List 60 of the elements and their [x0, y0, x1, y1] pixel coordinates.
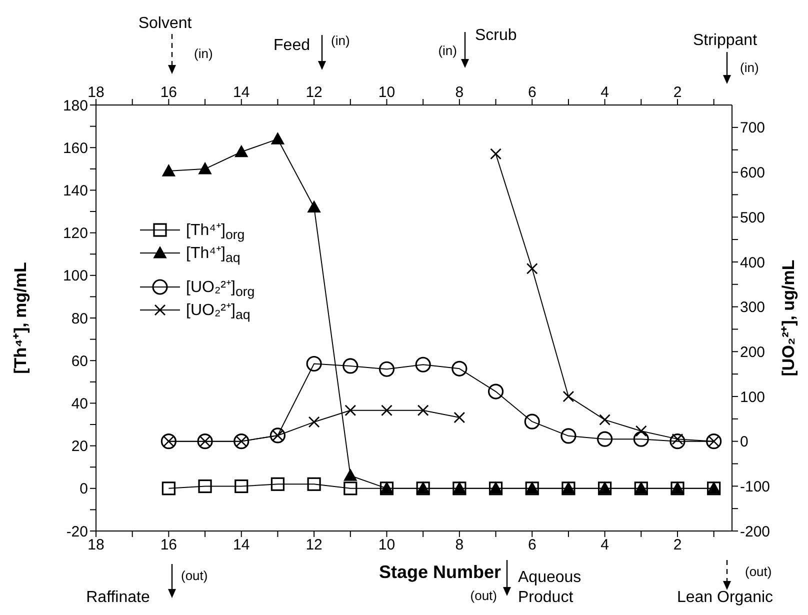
text: Solvent — [138, 15, 192, 32]
y2-tick-label: 400 — [740, 254, 766, 272]
x2-tick-label: 12 — [306, 536, 322, 554]
text: (out) — [745, 564, 772, 579]
y-tick-label: 0 — [80, 480, 88, 498]
text: (in) — [194, 46, 213, 61]
y2-tick-label: 300 — [740, 299, 766, 316]
legend-label: [Th⁴⁺]$_{org}$ — [186, 220, 245, 242]
y2-tick-label: -200 — [740, 523, 770, 540]
text: Feed — [274, 37, 310, 54]
text: Raffinate — [86, 589, 150, 606]
x-tick-label: 10 — [378, 84, 396, 101]
x2-tick-label: 14 — [233, 536, 250, 554]
text: (out) — [181, 568, 208, 583]
text: (in) — [740, 60, 759, 75]
text: (in) — [331, 33, 350, 48]
y-tick-label: 180 — [62, 97, 88, 114]
text: (out) — [470, 588, 497, 603]
y2-tick-label: -100 — [740, 478, 770, 496]
x2-tick-label: 18 — [88, 536, 104, 554]
y-tick-label: 140 — [62, 182, 88, 200]
text: Aqueous Product — [518, 569, 582, 606]
text: (in) — [438, 43, 457, 58]
y-tick-label: 120 — [62, 225, 88, 242]
y-tick-label: 160 — [62, 140, 88, 157]
x-tick-label: 8 — [455, 84, 464, 101]
legend-label: [UO₂²⁺]$_{aq}$ — [186, 300, 250, 322]
y-tick-label: 100 — [62, 268, 88, 285]
x2-tick-label: 6 — [528, 536, 536, 554]
y-tick-label: 20 — [71, 438, 88, 456]
y2-tick-label: 0 — [740, 434, 748, 451]
y2-tick-label: 500 — [740, 209, 766, 226]
x2-tick-label: 16 — [160, 536, 178, 554]
legend-label: [Th⁴⁺]$_{aq}$ — [186, 244, 240, 266]
legend-label: [UO₂²⁺]$_{org}$ — [186, 278, 255, 300]
x2-tick-label: 4 — [600, 536, 609, 554]
x-tick-label: 2 — [673, 84, 682, 101]
text: Lean Organic — [676, 589, 774, 606]
x2-tick-label: 8 — [455, 536, 464, 554]
x-tick-label: 4 — [600, 84, 609, 101]
x-axis-title: Stage Number — [378, 562, 502, 582]
y-tick-label: 40 — [71, 396, 88, 413]
x-tick-label: 16 — [160, 84, 178, 101]
y-axis-title: [Th⁴⁺], mg/mL — [11, 262, 30, 374]
y2-tick-label: 600 — [740, 164, 766, 182]
y-tick-label: 60 — [71, 352, 88, 370]
x-tick-label: 14 — [233, 84, 250, 101]
y-tick-label: 80 — [71, 310, 88, 328]
text: Strippant — [692, 32, 758, 49]
x2-tick-label: 2 — [673, 536, 682, 554]
y2-axis-title: [UO₂²⁺], ug/mL — [779, 260, 798, 376]
y2-tick-label: 700 — [740, 120, 766, 137]
text: Scrub — [475, 27, 517, 44]
y2-tick-label: 200 — [740, 344, 766, 361]
x-tick-label: 18 — [88, 84, 104, 101]
x-tick-label: 6 — [528, 84, 536, 101]
x2-tick-label: 10 — [378, 536, 396, 554]
y-tick-label: -20 — [66, 523, 88, 540]
y2-tick-label: 100 — [740, 388, 766, 406]
x-tick-label: 12 — [306, 84, 322, 101]
